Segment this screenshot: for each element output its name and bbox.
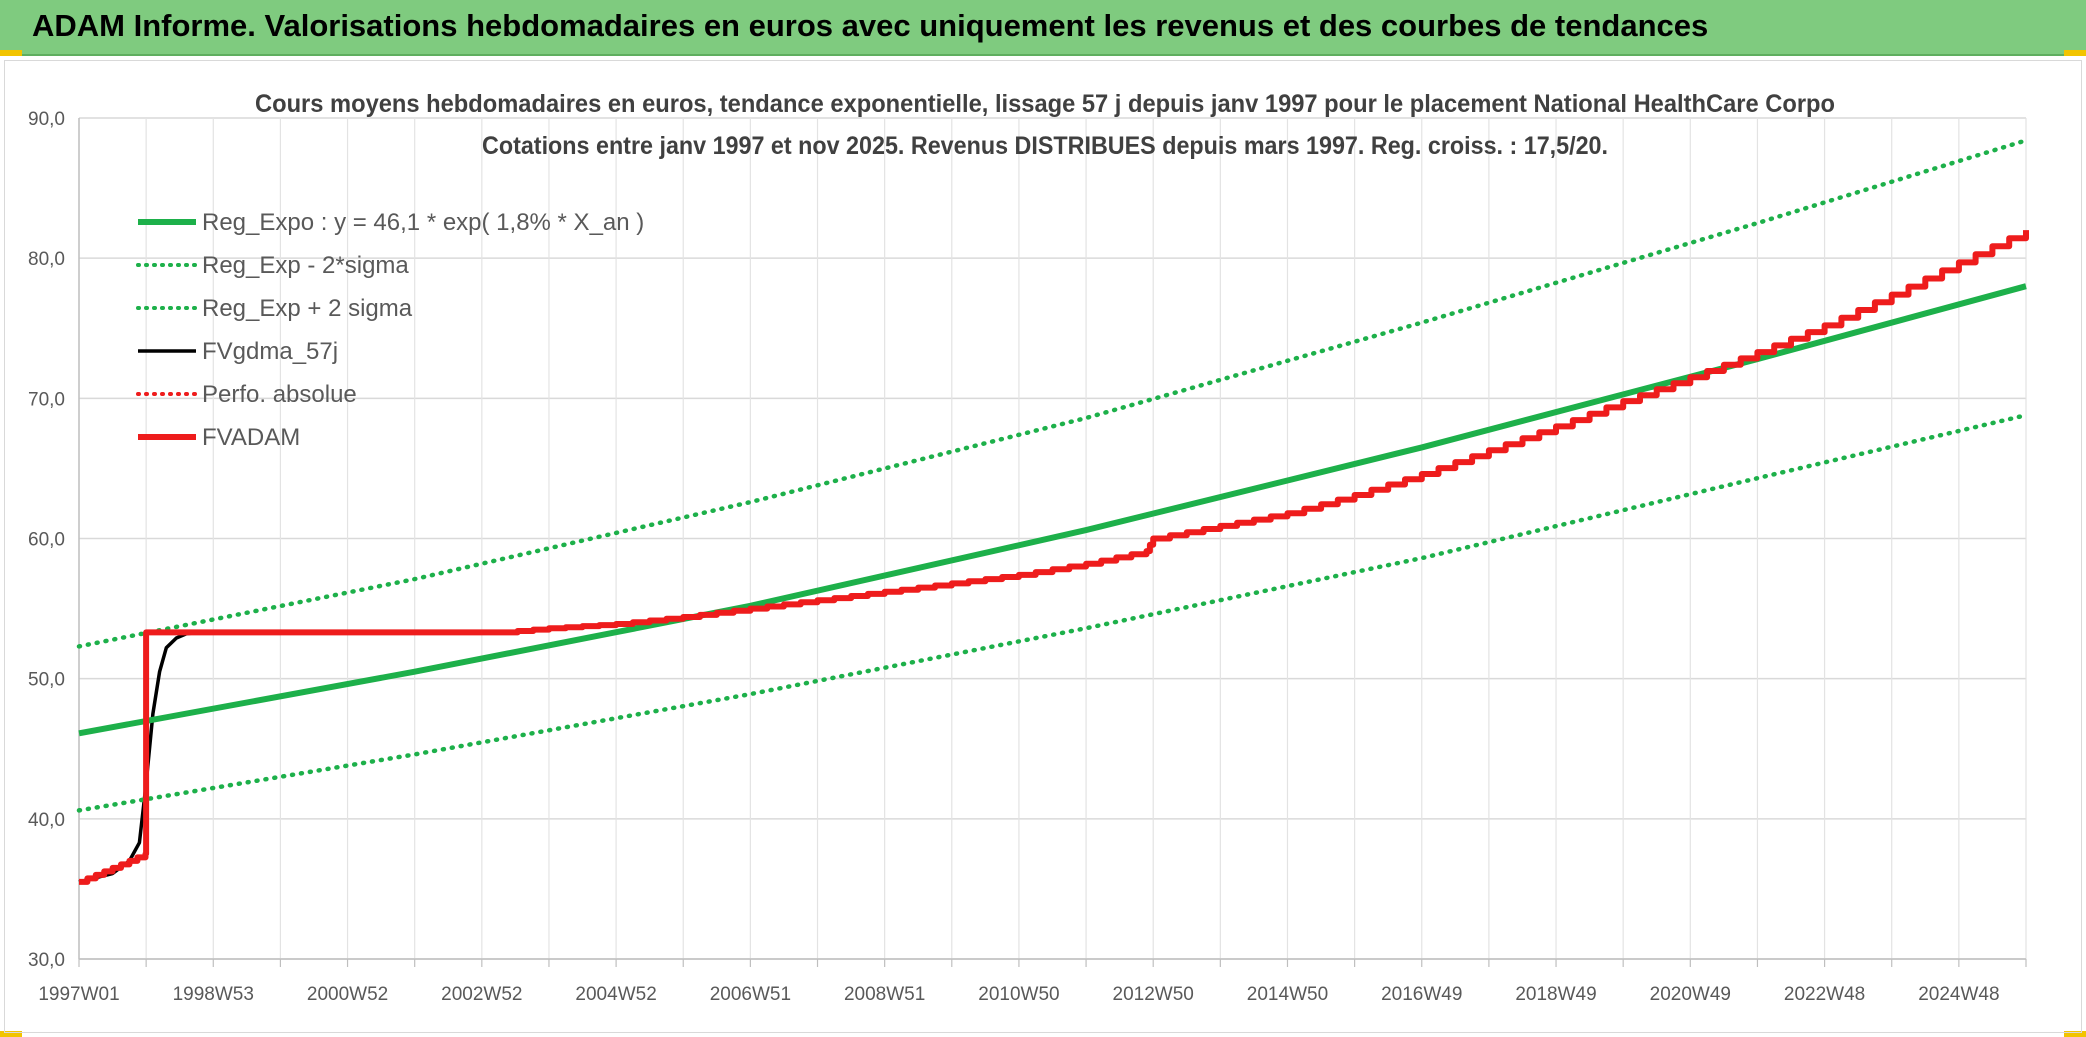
x-tick-label: 2008W51 <box>844 984 925 1005</box>
y-tick-label: 70,0 <box>28 389 65 410</box>
x-tick-label: 2010W50 <box>978 984 1059 1005</box>
x-tick-label: 2018W49 <box>1515 984 1596 1005</box>
series-line-1 <box>76 412 2029 813</box>
series-layer <box>76 138 2029 885</box>
axis-layer: 30,0 40,0 50,0 60,0 70,0 80,0 90,0 1997W01 1998W… <box>28 109 2027 1005</box>
x-tick-label: 2020W49 <box>1650 984 1731 1005</box>
y-tick-label: 90,0 <box>28 109 65 130</box>
x-tick-label: 2012W50 <box>1113 984 1194 1005</box>
x-tick-label: 2024W48 <box>1918 984 1999 1005</box>
legend-label: Reg_Exp + 2 sigma <box>202 295 413 322</box>
legend-label: FVgdma_57j <box>202 338 338 365</box>
y-tick-label: 30,0 <box>28 950 65 971</box>
report-banner: ADAM Informe. Valorisations hebdomadaire… <box>0 0 2086 56</box>
series-line-2 <box>76 138 2029 649</box>
y-tick-label: 50,0 <box>28 670 65 691</box>
corner-mark-bottom-right <box>2064 1031 2086 1037</box>
series-line-0 <box>78 283 2027 737</box>
corner-mark-right <box>2064 50 2086 56</box>
chart-legend: Reg_Expo : y = 46,1 * exp( 1,8% * X_an )… <box>136 209 644 451</box>
y-tick-label: 80,0 <box>28 249 65 270</box>
x-tick-label: 2002W52 <box>441 984 522 1005</box>
legend-label: Reg_Exp - 2*sigma <box>202 252 409 279</box>
chart-frame <box>4 60 2082 1033</box>
chart-title: Cours moyens hebdomadaires en euros, ten… <box>255 90 1835 118</box>
legend-label: FVADAM <box>202 424 300 451</box>
corner-mark-left <box>0 50 22 56</box>
legend-label: Reg_Expo : y = 46,1 * exp( 1,8% * X_an ) <box>202 209 644 236</box>
x-tick-label: 2014W50 <box>1247 984 1328 1005</box>
x-tick-label: 2016W49 <box>1381 984 1462 1005</box>
x-tick-label: 2022W48 <box>1784 984 1865 1005</box>
x-tick-label: 2006W51 <box>710 984 791 1005</box>
x-tick-label: 2000W52 <box>307 984 388 1005</box>
x-tick-label: 2004W52 <box>575 984 656 1005</box>
report-title: ADAM Informe. Valorisations hebdomadaire… <box>32 8 1709 43</box>
x-tick-label: 1998W53 <box>173 984 254 1005</box>
series-line-5 <box>79 230 2029 885</box>
x-tick-label: 1997W01 <box>38 984 119 1005</box>
y-tick-label: 40,0 <box>28 810 65 831</box>
y-tick-label: 60,0 <box>28 530 65 551</box>
corner-mark-bottom-left <box>0 1031 22 1037</box>
chart-subtitle: Cotations entre janv 1997 et nov 2025. R… <box>482 132 1608 160</box>
legend-label: Perfo. absolue <box>202 381 357 408</box>
